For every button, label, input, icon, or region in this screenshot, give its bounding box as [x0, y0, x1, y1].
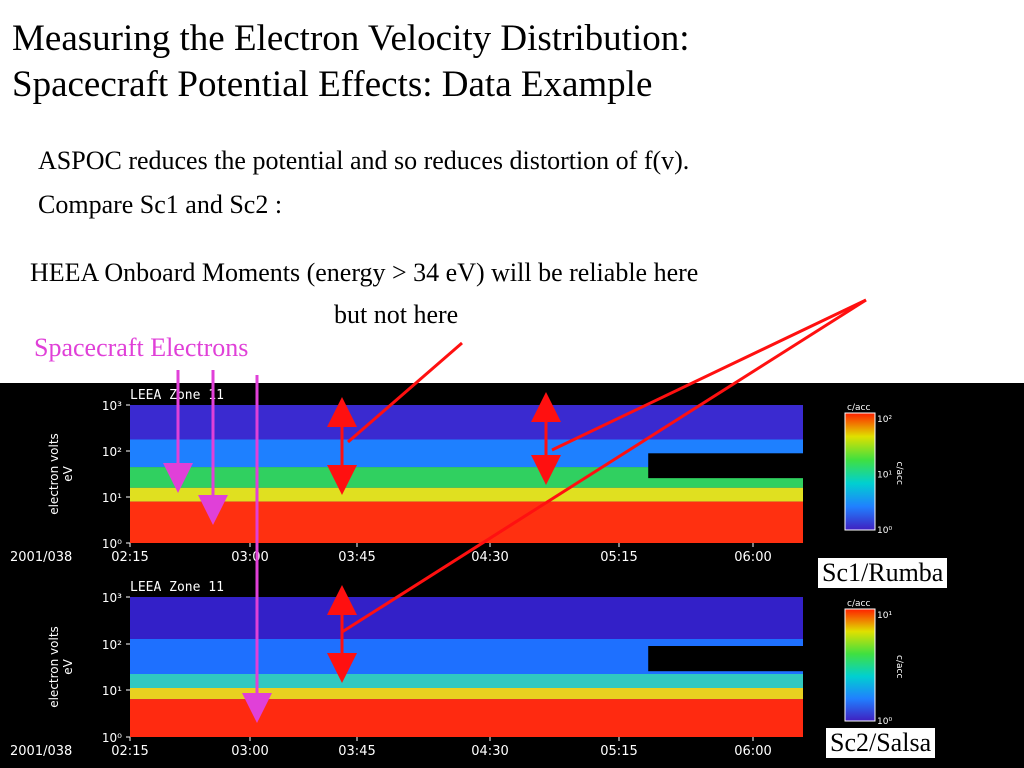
heatmap-band-1	[130, 597, 803, 639]
y-tick-label: 10⁰	[102, 731, 122, 745]
x-tick-label: 06:00	[734, 744, 771, 759]
heatmap-band-3	[130, 467, 803, 488]
colorbar	[844, 608, 876, 722]
heatmap-band-5	[130, 501, 803, 543]
slide-title: Measuring the Electron Velocity Distribu…	[12, 16, 690, 108]
heea-text-line-2: but not here	[334, 300, 459, 329]
colorbar-tick-label: 10⁰	[877, 717, 892, 727]
x-tick-label: 06:00	[734, 550, 771, 565]
pointer-line-1	[347, 341, 463, 444]
x-tick-label: 03:45	[338, 744, 375, 759]
colorbar-tick-label: 10²	[877, 415, 892, 425]
x-tick-label: 04:30	[471, 550, 508, 565]
y-tick-label: 10¹	[102, 684, 122, 698]
x-tick-label: 05:15	[600, 744, 637, 759]
y-tick-label: 10³	[102, 399, 122, 413]
colorbar-side-unit: c/acc	[894, 655, 904, 678]
colorbar-unit: c/acc	[847, 599, 870, 609]
colorbar-side-unit: c/acc	[894, 462, 904, 485]
heatmap-band-1	[130, 405, 803, 440]
title-line-1: Measuring the Electron Velocity Distribu…	[12, 18, 690, 59]
y-tick-label: 10²	[102, 638, 122, 652]
panel-title: LEEA Zone 11	[130, 580, 224, 595]
colorbar-tick-label: 10⁰	[877, 526, 892, 536]
spacecraft-electrons-label: Spacecraft Electrons	[34, 333, 249, 362]
aspoc-text: ASPOC reduces the potential and so reduc…	[38, 146, 690, 175]
y-axis-label: electron voltseV	[47, 433, 75, 515]
heatmap-band-3	[130, 674, 803, 688]
x-tick-label: 04:30	[471, 744, 508, 759]
date-label: 2001/038	[10, 744, 72, 759]
colorbar	[844, 412, 876, 531]
panel-label-sc1: Sc1/Rumba	[818, 558, 948, 588]
pointer-line-2	[551, 298, 867, 452]
date-label: 2001/038	[10, 550, 72, 565]
heea-text-line-1: HEEA Onboard Moments (energy > 34 eV) wi…	[30, 258, 699, 287]
x-tick-label: 03:00	[231, 744, 268, 759]
x-tick-label: 03:00	[231, 550, 268, 565]
heatmap-gap	[648, 453, 803, 479]
panel-label-sc2: Sc2/Salsa	[826, 728, 936, 758]
heatmap-band-5	[130, 699, 803, 737]
x-tick-label: 05:15	[600, 550, 637, 565]
colorbar-tick-label: 10¹	[877, 611, 892, 621]
title-line-2: Spacecraft Potential Effects: Data Examp…	[12, 64, 653, 105]
heatmap-band-4	[130, 487, 803, 502]
colorbar-tick-label: 10¹	[877, 471, 892, 481]
pointer-line-3	[341, 298, 867, 634]
compare-text: Compare Sc1 and Sc2 :	[38, 190, 283, 219]
x-tick-label: 02:15	[111, 550, 148, 565]
y-axis-label: electron voltseV	[47, 626, 75, 708]
heatmap-gap	[648, 646, 803, 672]
x-tick-label: 03:45	[338, 550, 375, 565]
y-tick-label: 10⁰	[102, 537, 122, 551]
spectrogram-panel-2: LEEA Zone 11 10³ 10² 10¹ 10⁰ electron voltseV…	[10, 580, 904, 759]
y-tick-label: 10³	[102, 591, 122, 605]
y-tick-label: 10¹	[102, 491, 122, 505]
heatmap-band-4	[130, 688, 803, 700]
colorbar-unit: c/acc	[847, 403, 870, 413]
x-tick-label: 02:15	[111, 744, 148, 759]
y-tick-label: 10²	[102, 445, 122, 459]
